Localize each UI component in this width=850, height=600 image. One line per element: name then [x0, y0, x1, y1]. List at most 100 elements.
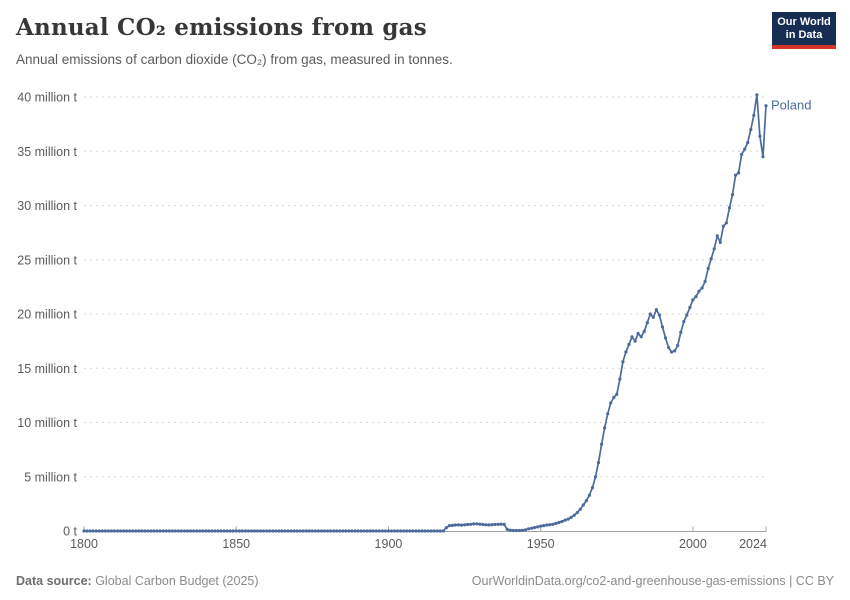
- data-point-1916: [435, 529, 439, 533]
- data-point-1902: [393, 529, 397, 533]
- data-point-1997: [682, 320, 686, 324]
- data-point-1842: [210, 529, 214, 533]
- data-point-1923: [456, 523, 461, 527]
- data-point-1954: [551, 522, 555, 526]
- data-point-1953: [548, 523, 552, 527]
- data-point-1955: [554, 521, 558, 526]
- data-point-1871: [298, 529, 302, 533]
- data-point-1858: [259, 529, 263, 533]
- data-point-1845: [219, 529, 223, 533]
- data-point-1899: [383, 529, 387, 533]
- data-point-1832: [179, 529, 183, 533]
- data-point-1938: [502, 522, 506, 527]
- data-point-1856: [252, 529, 257, 533]
- attribution-link[interactable]: OurWorldinData.org/co2-and-greenhouse-ga…: [471, 574, 834, 588]
- ytick-label-15: 15 million t: [17, 362, 77, 376]
- data-point-1815: [128, 529, 132, 533]
- data-point-1855: [249, 529, 254, 533]
- data-point-1804: [94, 529, 98, 533]
- data-point-1995: [676, 343, 680, 348]
- data-point-1939: [505, 527, 509, 532]
- data-point-1805: [97, 529, 101, 533]
- data-point-1942: [514, 528, 518, 533]
- data-point-1905: [402, 529, 406, 533]
- data-point-2015: [737, 171, 741, 175]
- data-point-1943: [517, 528, 522, 533]
- data-point-1880: [326, 529, 330, 533]
- data-point-1891: [359, 529, 363, 533]
- data-point-1870: [295, 529, 299, 533]
- chart-footer: Data source: Global Carbon Budget (2025)…: [0, 574, 850, 588]
- data-point-1884: [338, 529, 342, 533]
- data-point-2016: [740, 152, 744, 157]
- data-point-1841: [207, 529, 211, 533]
- data-point-1931: [481, 522, 485, 527]
- data-point-1854: [246, 529, 250, 533]
- data-point-1803: [91, 529, 95, 533]
- data-point-1906: [405, 529, 409, 533]
- data-point-1836: [192, 529, 196, 533]
- data-point-1806: [100, 529, 104, 533]
- data-point-1975: [615, 392, 619, 396]
- data-point-1971: [603, 426, 607, 430]
- data-point-1966: [587, 493, 592, 497]
- data-point-1944: [520, 528, 525, 532]
- poland-line-path: [83, 93, 767, 532]
- data-point-1956: [557, 520, 561, 525]
- data-point-1865: [280, 529, 284, 533]
- data-point-1802: [88, 529, 92, 533]
- data-point-1979: [627, 342, 631, 346]
- data-point-1824: [155, 529, 159, 533]
- ytick-label-35: 35 million t: [17, 145, 77, 159]
- data-point-1945: [523, 528, 528, 532]
- data-point-1864: [277, 529, 281, 533]
- data-point-1935: [493, 522, 497, 527]
- data-point-1846: [222, 529, 226, 533]
- data-point-1952: [545, 523, 549, 527]
- data-point-2017: [743, 147, 747, 151]
- y-axis-labels: 0 t 5 million t 10 million t 15 million t 20…: [17, 91, 77, 539]
- data-point-2021: [755, 93, 759, 97]
- data-point-1964: [581, 503, 585, 507]
- data-point-1835: [189, 529, 193, 533]
- data-point-2000: [691, 298, 695, 302]
- data-point-1918: [441, 529, 445, 533]
- data-point-2011: [724, 221, 729, 225]
- owid-logo-line2: in Data: [785, 28, 823, 41]
- data-point-2013: [730, 193, 735, 197]
- data-point-1849: [231, 529, 235, 533]
- data-point-1922: [453, 523, 457, 527]
- data-point-2022: [758, 134, 762, 138]
- data-point-1984: [642, 329, 646, 333]
- data-point-1822: [149, 529, 153, 533]
- data-point-1940: [508, 528, 512, 532]
- data-point-1981: [633, 339, 637, 343]
- series-end-label-poland[interactable]: Poland: [771, 98, 811, 113]
- data-point-1930: [478, 522, 482, 526]
- data-point-2004: [703, 279, 707, 283]
- data-point-1896: [374, 529, 378, 533]
- data-point-1859: [262, 529, 266, 533]
- ytick-label-30: 30 million t: [17, 199, 77, 213]
- data-point-1826: [161, 529, 165, 533]
- ytick-label-25: 25 million t: [17, 253, 77, 267]
- data-point-1814: [125, 529, 129, 533]
- data-point-1811: [115, 529, 120, 533]
- data-point-1908: [411, 529, 415, 533]
- data-point-1829: [170, 529, 174, 533]
- data-point-1890: [356, 529, 360, 533]
- data-point-1958: [563, 518, 567, 522]
- data-point-1947: [530, 526, 534, 530]
- data-point-1828: [167, 529, 171, 533]
- data-point-2009: [718, 240, 722, 244]
- data-point-2023: [761, 155, 765, 159]
- data-point-2003: [700, 286, 704, 290]
- data-point-2018: [746, 141, 750, 145]
- data-point-1813: [122, 529, 126, 533]
- data-point-2012: [727, 206, 732, 210]
- data-point-2005: [706, 266, 710, 270]
- data-point-1853: [243, 529, 247, 533]
- data-point-1901: [389, 529, 394, 533]
- owid-logo[interactable]: Our World in Data: [772, 12, 836, 49]
